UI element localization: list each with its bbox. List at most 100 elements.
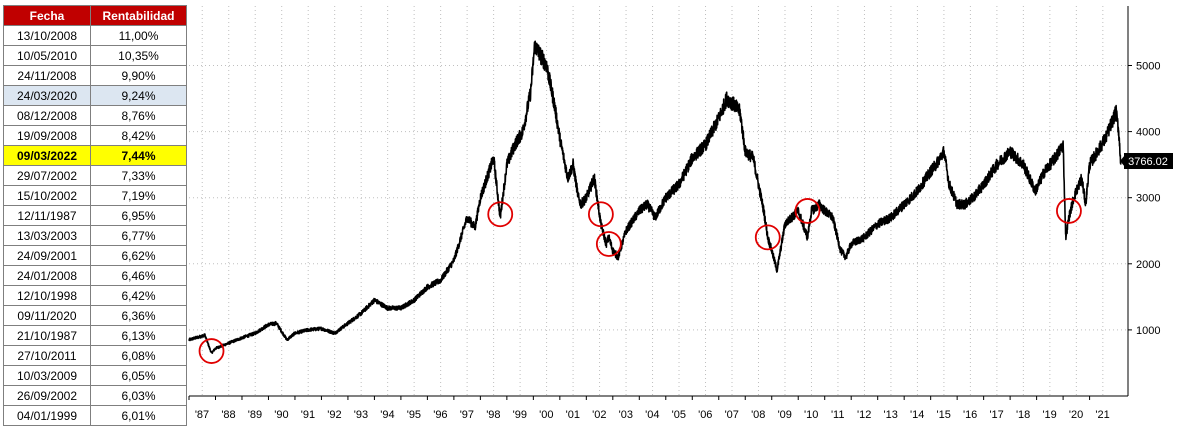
axes: '87 '88 '89 '90 '91 '92 '93 '94 '95 '96 '97 '98 '99 '… (188, 6, 1160, 421)
table-row: 24/01/2008 6,46% (3, 265, 187, 286)
cell-return: 6,13% (90, 325, 187, 346)
cell-date: 15/10/2002 (3, 185, 91, 206)
x-tick-label: '98 (486, 409, 500, 421)
x-tick-label: '88 (221, 409, 235, 421)
cell-date: 08/12/2008 (3, 105, 91, 126)
x-tick-label: '04 (645, 409, 659, 421)
x-tick-label: '93 (354, 409, 368, 421)
price-chart: '87 '88 '89 '90 '91 '92 '93 '94 '95 '96 '97 '98 '99 '… (188, 6, 1173, 421)
y-tick-label: 5000 (1136, 60, 1160, 72)
x-tick-label: '87 (195, 409, 209, 421)
table-row: 26/09/2002 6,03% (3, 385, 187, 406)
annotation-circle (794, 198, 821, 224)
table-row: 24/09/2001 6,62% (3, 245, 187, 266)
cell-date: 19/09/2008 (3, 125, 91, 146)
table-row: 19/09/2008 8,42% (3, 125, 187, 146)
x-tick-label: '07 (725, 409, 739, 421)
cell-date: 12/11/1987 (3, 205, 91, 226)
x-tick-label: '06 (698, 409, 712, 421)
cell-date: 13/10/2008 (3, 25, 91, 46)
cell-date: 24/09/2001 (3, 245, 91, 266)
x-tick-label: '16 (963, 409, 977, 421)
table-header-row: Fecha Rentabilidad (3, 5, 187, 26)
x-tick-label: '05 (672, 409, 686, 421)
cell-return: 10,35% (90, 45, 187, 66)
cell-return: 6,08% (90, 345, 187, 366)
cell-return: 9,24% (90, 85, 187, 106)
cell-return: 7,33% (90, 165, 187, 186)
x-tick-label: '90 (274, 409, 288, 421)
cell-return: 7,44% (90, 145, 187, 166)
table-row: 24/11/2008 9,90% (3, 65, 187, 86)
table-row: 13/10/2008 11,00% (3, 25, 187, 46)
cell-return: 9,90% (90, 65, 187, 86)
table-row: 09/11/2020 6,36% (3, 305, 187, 326)
x-tick-label: '91 (301, 409, 315, 421)
cell-return: 11,00% (90, 25, 187, 46)
x-tick-label: '94 (380, 409, 394, 421)
x-tick-label: '18 (1016, 409, 1030, 421)
last-value-label: 3766.02 (1128, 156, 1168, 168)
last-value-pointer (1120, 155, 1125, 167)
table-row: 10/03/2009 6,05% (3, 365, 187, 386)
x-tick-label: '03 (619, 409, 633, 421)
x-tick-label: '01 (566, 409, 580, 421)
cell-return: 6,01% (90, 405, 187, 426)
x-tick-label: '08 (751, 409, 765, 421)
grid (189, 6, 1128, 396)
price-series-line (188, 40, 1122, 354)
annotation-circle (198, 338, 225, 364)
x-tick-label: '13 (884, 409, 898, 421)
cell-return: 6,46% (90, 265, 187, 286)
table-row: 21/10/1987 6,13% (3, 325, 187, 346)
cell-return: 6,05% (90, 365, 187, 386)
x-tick-label: '97 (460, 409, 474, 421)
x-tick-label: '00 (539, 409, 553, 421)
cell-date: 26/09/2002 (3, 385, 91, 406)
table-row: 12/10/1998 6,42% (3, 285, 187, 306)
cell-return: 8,42% (90, 125, 187, 146)
x-tick-label: '96 (433, 409, 447, 421)
x-tick-label: '02 (592, 409, 606, 421)
cell-return: 8,76% (90, 105, 187, 126)
table-row: 13/03/2003 6,77% (3, 225, 187, 246)
cell-date: 24/03/2020 (3, 85, 91, 106)
cell-date: 24/11/2008 (3, 65, 91, 86)
cell-return: 7,19% (90, 185, 187, 206)
annotation-circle (487, 201, 514, 228)
x-tick-label: '11 (831, 409, 845, 421)
cell-return: 6,77% (90, 225, 187, 246)
cell-date: 27/10/2011 (3, 345, 91, 366)
cell-date: 24/01/2008 (3, 265, 91, 286)
returns-table: Fecha Rentabilidad 13/10/2008 11,00% 10/05… (3, 5, 187, 426)
x-tick-label: '10 (804, 409, 818, 421)
table-row: 08/12/2008 8,76% (3, 105, 187, 126)
cell-date: 09/03/2022 (3, 145, 91, 166)
last-value-layer: 3766.02 (1120, 153, 1173, 169)
cell-return: 6,36% (90, 305, 187, 326)
x-tick-label: '20 (1069, 409, 1083, 421)
table-row: 29/07/2002 7,33% (3, 165, 187, 186)
x-tick-label: '15 (936, 409, 950, 421)
y-tick-label: 4000 (1136, 127, 1160, 139)
annotation-circle (754, 224, 781, 251)
cell-date: 13/03/2003 (3, 225, 91, 246)
table-row: 27/10/2011 6,08% (3, 345, 187, 366)
cell-date: 21/10/1987 (3, 325, 91, 346)
cell-return: 6,62% (90, 245, 187, 266)
y-tick-label: 2000 (1136, 259, 1160, 271)
y-tick-label: 1000 (1136, 325, 1160, 337)
cell-date: 12/10/1998 (3, 285, 91, 306)
x-tick-label: '09 (778, 409, 792, 421)
cell-return: 6,42% (90, 285, 187, 306)
table-row: 12/11/1987 6,95% (3, 205, 187, 226)
cell-return: 6,95% (90, 205, 187, 226)
annotation-circle (1056, 198, 1082, 224)
cell-return: 6,03% (90, 385, 187, 406)
x-tick-label: '17 (989, 409, 1003, 421)
cell-date: 04/01/1999 (3, 405, 91, 426)
annotation-circle (587, 201, 614, 228)
cell-date: 29/07/2002 (3, 165, 91, 186)
last-value-box (1124, 153, 1173, 169)
cell-date: 10/05/2010 (3, 45, 91, 66)
